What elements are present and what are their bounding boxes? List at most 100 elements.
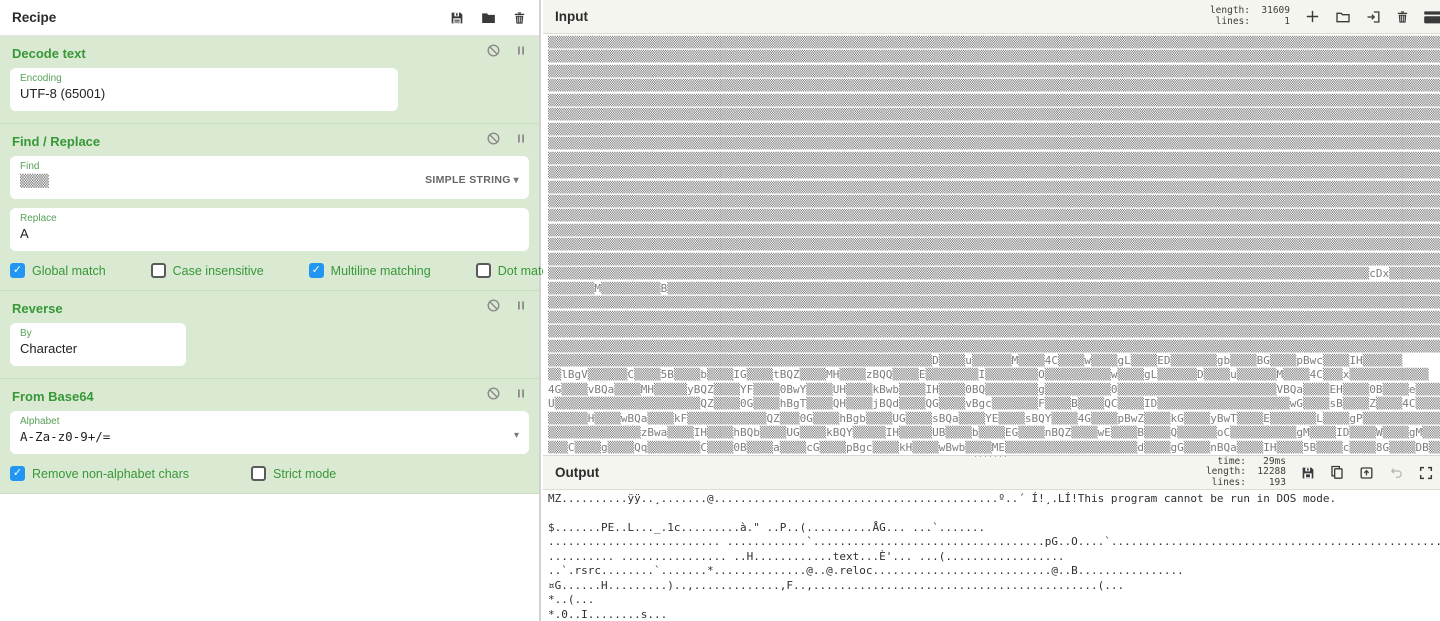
op-reverse[interactable]: Reverse By Character bbox=[0, 291, 539, 379]
content-line: ▒▒▒▒▒▒▒▒▒▒▒▒▒▒▒▒▒▒▒▒▒▒▒▒▒▒▒▒▒▒▒▒▒▒▒▒▒▒▒▒… bbox=[548, 296, 1440, 310]
output-textarea[interactable]: MZ..........ÿÿ..¸.......@...............… bbox=[543, 490, 1440, 621]
reverse-by-field[interactable]: By Character bbox=[10, 323, 186, 366]
output-header: ······· Output time: 29ms length: 12288 li… bbox=[543, 456, 1440, 490]
chevron-down-icon: ▾ bbox=[513, 175, 519, 186]
checkbox-label: Case insensitive bbox=[172, 263, 264, 278]
clear-recipe-trash-icon[interactable] bbox=[512, 10, 527, 26]
content-line: ▒▒▒▒▒▒▒▒▒▒▒▒▒▒▒▒▒▒▒▒▒▒▒▒▒▒▒▒▒▒▒▒▒▒▒▒▒▒▒▒… bbox=[548, 36, 1440, 49]
save-recipe-icon[interactable] bbox=[449, 10, 465, 26]
find-field-value[interactable]: ▒▒▒▒ bbox=[20, 174, 49, 188]
checkbox-label: Strict mode bbox=[273, 466, 337, 481]
content-line: ▒▒▒▒▒▒▒▒▒▒▒▒▒▒▒▒▒▒▒▒▒▒▒▒▒▒▒▒▒▒▒▒▒▒▒▒▒▒▒▒… bbox=[548, 310, 1440, 324]
content-line: ▒▒▒▒▒▒▒▒▒▒▒▒▒▒▒▒▒▒▒▒▒▒▒▒▒▒▒▒▒▒▒▒▒▒▒▒▒▒▒▒… bbox=[548, 267, 1440, 281]
output-title: Output bbox=[555, 465, 600, 480]
chevron-down-icon[interactable]: ▾ bbox=[513, 430, 519, 441]
disable-op-icon[interactable] bbox=[486, 386, 501, 406]
encoding-field-value[interactable]: UTF-8 (65001) bbox=[20, 86, 106, 101]
content-line: ▒▒▒▒▒▒▒▒▒▒▒▒▒▒▒▒▒▒▒▒▒▒▒▒▒▒▒▒▒▒▒▒▒▒▒▒▒▒▒▒… bbox=[548, 339, 1440, 353]
reverse-by-field-value[interactable]: Character bbox=[20, 341, 78, 356]
content-line: ▒▒▒▒▒▒▒▒▒▒▒▒▒▒▒▒▒▒▒▒▒▒▒▒▒▒▒▒▒▒▒▒▒▒▒▒▒▒▒▒… bbox=[548, 353, 1403, 367]
find-field-label: Find bbox=[20, 161, 40, 172]
op-title: Decode text bbox=[12, 45, 86, 61]
checkbox-box[interactable]: ✓ bbox=[10, 466, 25, 481]
open-folder-icon[interactable] bbox=[1334, 9, 1352, 25]
content-line: ▒▒▒C▒▒▒▒g▒▒▒▒Qq▒▒▒▒▒▒▒▒C▒▒▒▒0B▒▒▒▒a▒▒▒▒c… bbox=[548, 440, 1440, 454]
alphabet-field[interactable]: Alphabet A-Za-z0-9+/= ▾ bbox=[10, 411, 529, 454]
save-output-icon[interactable] bbox=[1300, 465, 1316, 481]
add-input-tab-icon[interactable] bbox=[1304, 8, 1321, 25]
replace-field-label: Replace bbox=[20, 213, 57, 224]
content-line: 4G▒▒▒▒vBQa▒▒▒▒MH▒▒▒▒▒yBQZ▒▒▒▒YF▒▒▒▒0BwY▒… bbox=[548, 382, 1440, 396]
content-line: ▒▒▒▒▒▒▒▒▒▒▒▒▒▒▒▒▒▒▒▒▒▒▒▒▒▒▒▒▒▒▒▒▒▒▒▒▒▒▒▒… bbox=[548, 223, 1440, 237]
content-line: ▒▒▒▒▒▒▒▒▒▒▒▒▒▒▒▒▒▒▒▒▒▒▒▒▒▒▒▒▒▒▒▒▒▒▒▒▒▒▒▒… bbox=[548, 50, 1440, 64]
content-line: ▒▒▒▒▒▒▒▒▒▒▒▒▒▒▒▒▒▒▒▒▒▒▒▒▒▒▒▒▒▒▒▒▒▒▒▒▒▒▒▒… bbox=[548, 64, 1440, 78]
content-line bbox=[548, 506, 1440, 520]
content-line: ▒▒▒▒▒▒▒▒▒▒▒▒▒▒zBwa▒▒▒▒IH▒▒▒▒hBQb▒▒▒▒UG▒▒… bbox=[548, 426, 1440, 440]
breakpoint-pause-icon[interactable] bbox=[515, 44, 527, 62]
content-line: .......... ................ ..H.........… bbox=[548, 549, 1065, 563]
content-line: ▒▒▒▒▒▒▒▒▒▒▒▒▒▒▒▒▒▒▒▒▒▒▒▒▒▒▒▒▒▒▒▒▒▒▒▒▒▒▒▒… bbox=[548, 122, 1440, 136]
checkbox-box[interactable]: ✓ bbox=[308, 263, 324, 278]
disable-op-icon[interactable] bbox=[486, 43, 501, 63]
content-line: ▒▒▒▒▒▒▒▒▒▒▒▒▒▒▒▒▒▒▒▒▒▒▒▒▒▒▒▒▒▒▒▒▒▒▒▒▒▒▒▒… bbox=[548, 180, 1440, 194]
checkbox-remove-non-alphabet[interactable]: ✓ Remove non-alphabet chars bbox=[10, 466, 189, 481]
copy-output-icon[interactable] bbox=[1329, 464, 1345, 481]
content-line: ▒▒▒▒▒▒▒▒▒▒▒▒▒▒▒▒▒▒▒▒▒▒▒▒▒▒▒▒▒▒▒▒▒▒▒▒▒▒▒▒… bbox=[548, 79, 1440, 93]
input-textarea[interactable]: ▒▒▒▒▒▒▒▒▒▒▒▒▒▒▒▒▒▒▒▒▒▒▒▒▒▒▒▒▒▒▒▒▒▒▒▒▒▒▒▒… bbox=[543, 34, 1440, 455]
checkbox-label: Global match bbox=[32, 263, 106, 278]
input-section: Input length: 31609 lines: 1 ▒▒▒▒▒▒▒▒▒▒▒▒▒… bbox=[543, 0, 1440, 455]
content-line: ▒▒▒▒▒▒▒▒▒▒▒▒▒▒▒▒▒▒▒▒▒▒▒▒▒▒▒▒▒▒▒▒▒▒▒▒▒▒▒▒… bbox=[548, 166, 1440, 180]
checkbox-label: Multiline matching bbox=[330, 263, 431, 278]
output-details: time: 29ms length: 12288 lines: 193 bbox=[1205, 456, 1286, 488]
content-line: .......................... ............`… bbox=[548, 535, 1440, 549]
recipe-op-list: Decode text Encoding UTF-8 (65001) Find … bbox=[0, 36, 584, 494]
content-line: ▒▒▒▒▒▒▒▒▒▒▒▒▒▒▒▒▒▒▒▒▒▒▒▒▒▒▒▒▒▒▒▒▒▒▒▒▒▒▒▒… bbox=[548, 325, 1440, 339]
op-find-replace[interactable]: Find / Replace Find ▒▒▒▒ SIMPLE STRING ▾ … bbox=[0, 124, 584, 291]
content-line: U▒▒▒▒▒▒▒▒▒▒▒▒▒▒▒▒▒▒▒▒▒▒QZ▒▒▒▒0G▒▒▒▒hBgT▒… bbox=[548, 397, 1440, 411]
op-decode-text[interactable]: Decode text Encoding UTF-8 (65001) bbox=[0, 36, 539, 124]
op-title: Find / Replace bbox=[12, 133, 101, 149]
content-line: ▒▒▒▒▒▒▒▒▒▒▒▒▒▒▒▒▒▒▒▒▒▒▒▒▒▒▒▒▒▒▒▒▒▒▒▒▒▒▒▒… bbox=[548, 93, 1440, 107]
maximize-output-icon[interactable] bbox=[1418, 465, 1434, 481]
reverse-by-field-label: By bbox=[20, 328, 32, 339]
undo-icon[interactable] bbox=[1388, 465, 1405, 480]
load-recipe-folder-icon[interactable] bbox=[480, 10, 497, 26]
checkbox-box[interactable]: ✓ bbox=[475, 263, 491, 278]
encoding-field[interactable]: Encoding UTF-8 (65001) bbox=[10, 68, 398, 111]
clear-input-trash-icon[interactable] bbox=[1395, 9, 1410, 25]
op-title: Reverse bbox=[12, 300, 63, 316]
input-details: length: 31609 lines: 1 bbox=[1209, 5, 1290, 27]
alphabet-field-label: Alphabet bbox=[20, 416, 60, 427]
disable-op-icon[interactable] bbox=[486, 298, 501, 318]
checkbox-strict-mode[interactable]: ✓ Strict mode bbox=[251, 466, 336, 481]
breakpoint-pause-icon[interactable] bbox=[515, 299, 527, 317]
breakpoint-pause-icon[interactable] bbox=[515, 132, 527, 150]
find-field[interactable]: Find ▒▒▒▒ SIMPLE STRING ▾ bbox=[10, 156, 529, 199]
find-type-dropdown[interactable]: SIMPLE STRING ▾ bbox=[425, 174, 519, 186]
disable-op-icon[interactable] bbox=[486, 131, 501, 151]
content-line: ¤G......H.........)..,.............,F..,… bbox=[548, 578, 1125, 592]
checkbox-case-insensitive[interactable]: ✓ Case insensitive bbox=[150, 263, 264, 278]
breakpoint-pause-icon[interactable] bbox=[515, 387, 527, 405]
replace-field-value[interactable]: A bbox=[20, 226, 29, 241]
checkbox-box[interactable]: ✓ bbox=[150, 263, 166, 278]
replace-field[interactable]: Replace A bbox=[10, 208, 529, 251]
input-title: Input bbox=[555, 9, 588, 24]
checkbox-global-match[interactable]: ✓ Global match bbox=[10, 263, 106, 278]
content-line: ▒▒▒▒▒▒▒▒▒▒▒▒▒▒▒▒▒▒▒▒▒▒▒▒▒▒▒▒▒▒▒▒▒▒▒▒▒▒▒▒… bbox=[548, 238, 1440, 252]
open-file-as-input-icon[interactable] bbox=[1365, 9, 1382, 25]
clipped-toolbar-icon[interactable] bbox=[1423, 9, 1440, 25]
checkbox-multiline-matching[interactable]: ✓ Multiline matching bbox=[308, 263, 431, 278]
checkbox-box[interactable]: ✓ bbox=[10, 263, 25, 278]
replace-input-with-output-icon[interactable] bbox=[1358, 465, 1375, 481]
op-from-base64[interactable]: From Base64 Alphabet A-Za-z0-9+/= ▾ ✓ bbox=[0, 379, 539, 494]
alphabet-field-value[interactable]: A-Za-z0-9+/= bbox=[20, 429, 111, 444]
content-line: ..`.rsrc........`.......*..............@… bbox=[548, 564, 1184, 578]
checkbox-box[interactable]: ✓ bbox=[251, 466, 267, 481]
pane-resize-handle[interactable]: ······· bbox=[974, 456, 1009, 461]
content-line: ▒▒▒▒▒▒▒▒▒▒▒▒▒▒▒▒▒▒▒▒▒▒▒▒▒▒▒▒▒▒▒▒▒▒▒▒▒▒▒▒… bbox=[548, 137, 1440, 151]
encoding-field-label: Encoding bbox=[20, 73, 62, 84]
io-pane: Input length: 31609 lines: 1 ▒▒▒▒▒▒▒▒▒▒▒▒▒… bbox=[543, 0, 1440, 621]
content-line: *..(... bbox=[548, 593, 595, 607]
